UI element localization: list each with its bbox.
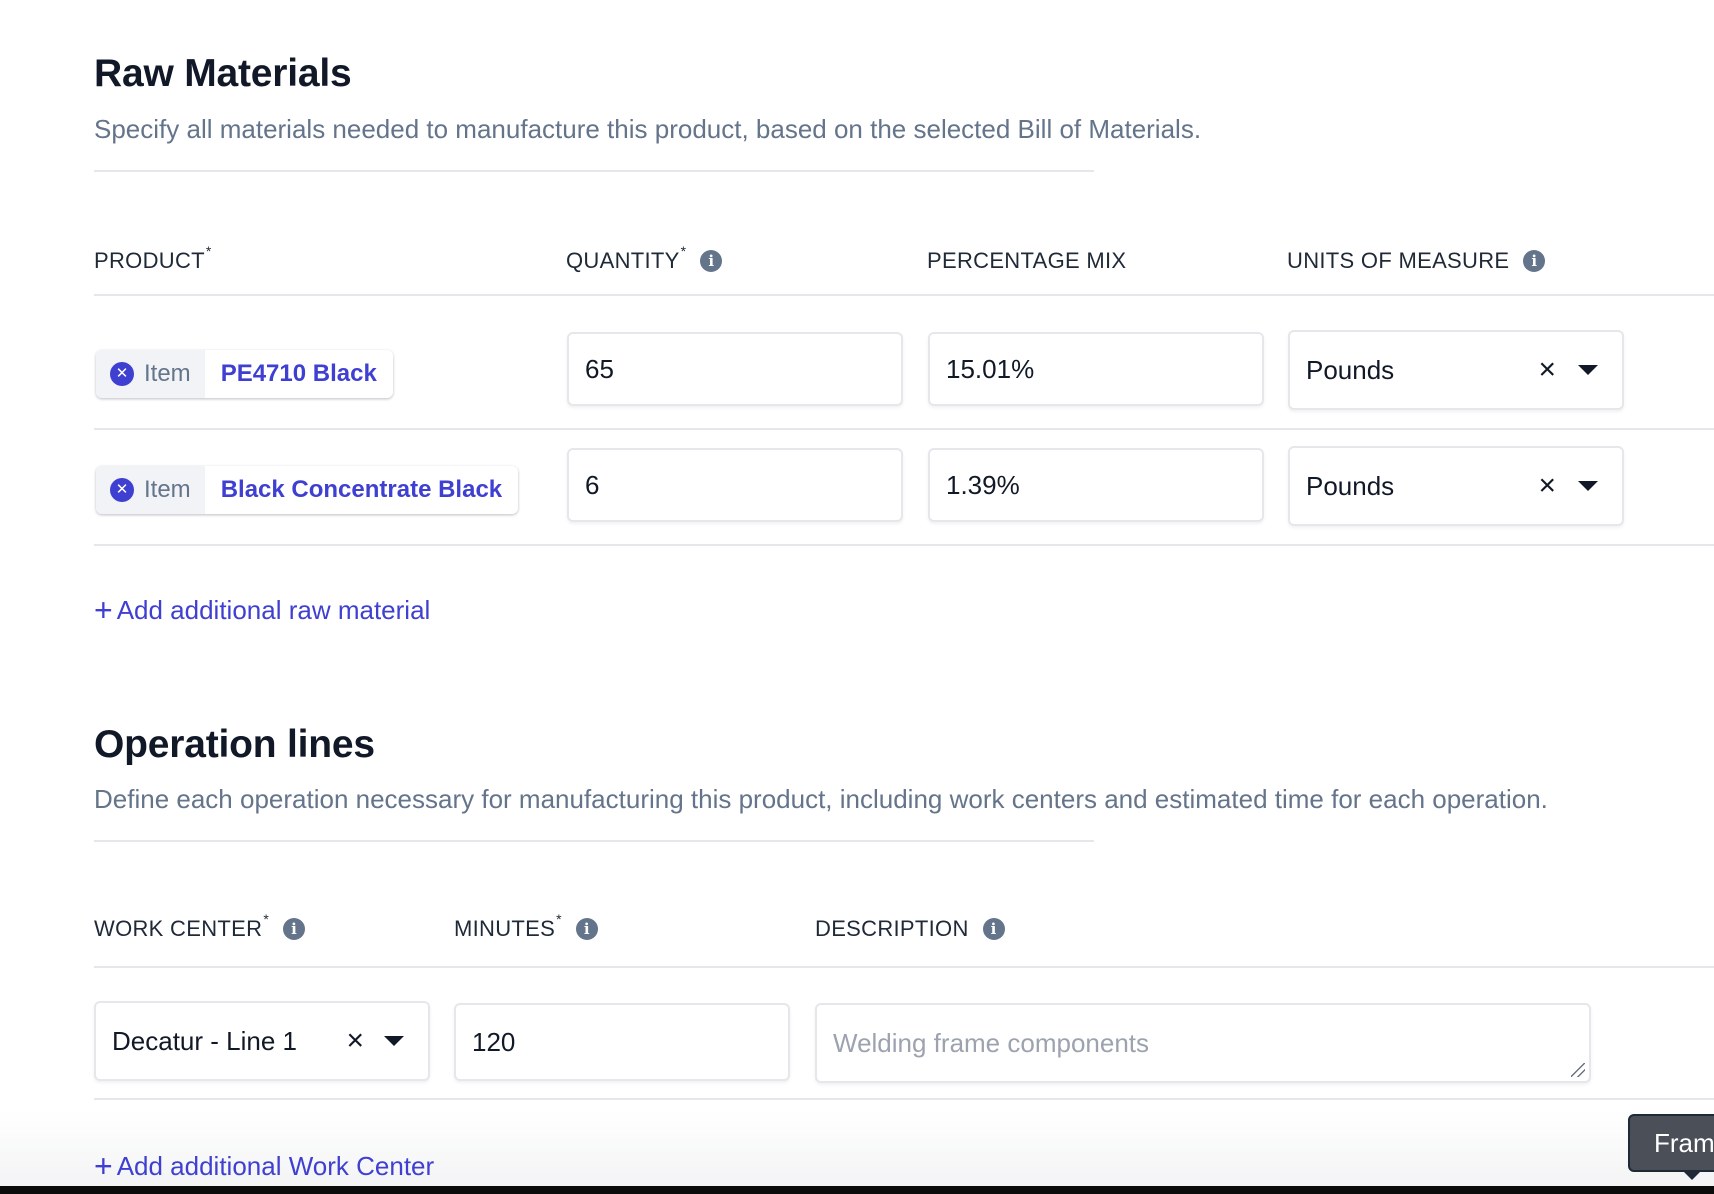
raw-materials-description: Specify all materials needed to manufact… bbox=[94, 114, 1202, 144]
col-header-description: DESCRIPTION i bbox=[815, 914, 1005, 944]
product-link[interactable]: Black Concentrate Black bbox=[220, 476, 503, 503]
col-header-units-label: UNITS OF MEASURE bbox=[1287, 248, 1510, 273]
add-work-center-button[interactable]: + Add additional Work Center bbox=[94, 1146, 434, 1186]
tooltip-tail bbox=[1682, 1170, 1702, 1180]
clear-x-icon[interactable]: × bbox=[346, 1024, 364, 1057]
work-center-select[interactable]: Decatur - Line 1 × bbox=[94, 1001, 430, 1081]
col-header-product-label: PRODUCT bbox=[94, 248, 205, 273]
add-raw-material-button[interactable]: + Add additional raw material bbox=[94, 590, 430, 630]
remove-circle-icon[interactable]: ✕ bbox=[110, 478, 134, 502]
quantity-input[interactable]: 65 bbox=[567, 332, 903, 406]
table-header-divider bbox=[94, 966, 1714, 968]
chip-kind-label: Item bbox=[144, 476, 191, 503]
description-placeholder: Welding frame components bbox=[833, 1027, 1150, 1058]
product-chip-kind: ✕ Item bbox=[96, 466, 205, 514]
col-header-percentage-mix: PERCENTAGE MIX bbox=[927, 246, 1126, 276]
quantity-value: 65 bbox=[585, 353, 614, 384]
col-header-product: PRODUCT * bbox=[94, 243, 212, 276]
table-header-divider bbox=[94, 294, 1714, 296]
units-select[interactable]: Pounds × bbox=[1288, 330, 1624, 410]
units-select[interactable]: Pounds × bbox=[1288, 446, 1624, 526]
required-mark: * bbox=[680, 243, 687, 259]
table-row-divider bbox=[94, 428, 1714, 430]
table-row-divider bbox=[94, 1098, 1714, 1100]
section-divider bbox=[94, 170, 1094, 172]
units-value: Pounds bbox=[1306, 470, 1395, 501]
units-value: Pounds bbox=[1306, 354, 1395, 385]
add-work-center-label: Add additional Work Center bbox=[116, 1150, 435, 1181]
plus-icon: + bbox=[94, 1147, 113, 1184]
col-header-units-of-measure: UNITS OF MEASURE i bbox=[1287, 246, 1546, 276]
col-header-quantity: QUANTITY * i bbox=[566, 243, 723, 276]
clear-x-icon[interactable]: × bbox=[1538, 469, 1556, 502]
description-textarea[interactable]: Welding frame components bbox=[815, 1003, 1591, 1083]
percentage-value: 15.01% bbox=[946, 353, 1035, 384]
add-raw-material-label: Add additional raw material bbox=[116, 594, 431, 625]
required-mark: * bbox=[556, 911, 562, 927]
tooltip: Frame bbox=[1628, 1114, 1714, 1172]
col-header-work-center-label: WORK CENTER bbox=[94, 916, 263, 941]
product-chip-kind: ✕ Item bbox=[96, 350, 205, 398]
info-icon[interactable]: i bbox=[982, 918, 1005, 940]
resize-grip-icon[interactable] bbox=[1571, 1063, 1585, 1077]
operation-lines-description: Define each operation necessary for manu… bbox=[94, 784, 1548, 814]
caret-down-icon[interactable] bbox=[384, 1036, 404, 1046]
percentage-value: 1.39% bbox=[946, 469, 1020, 500]
minutes-value: 120 bbox=[472, 1026, 516, 1057]
section-divider bbox=[94, 840, 1094, 842]
product-chip[interactable]: ✕ Item PE4710 Black bbox=[96, 350, 393, 398]
caret-down-icon[interactable] bbox=[1578, 481, 1598, 491]
info-icon[interactable]: i bbox=[575, 918, 598, 940]
required-mark: * bbox=[205, 243, 212, 259]
col-header-work-center: WORK CENTER * i bbox=[94, 911, 306, 944]
clear-x-icon[interactable]: × bbox=[1538, 353, 1556, 386]
chip-kind-label: Item bbox=[144, 360, 191, 387]
col-header-quantity-label: QUANTITY bbox=[566, 248, 680, 273]
info-icon[interactable]: i bbox=[700, 250, 723, 272]
plus-icon: + bbox=[94, 591, 113, 628]
quantity-value: 6 bbox=[585, 469, 600, 500]
raw-materials-title: Raw Materials bbox=[94, 52, 352, 95]
percentage-mix-input[interactable]: 1.39% bbox=[928, 448, 1264, 522]
quantity-input[interactable]: 6 bbox=[567, 448, 903, 522]
product-link[interactable]: PE4710 Black bbox=[220, 360, 377, 387]
table-row-divider bbox=[94, 544, 1714, 546]
operation-lines-title: Operation lines bbox=[94, 723, 375, 766]
col-header-minutes-label: MINUTES bbox=[454, 916, 556, 941]
percentage-mix-input[interactable]: 15.01% bbox=[928, 332, 1264, 406]
window-bottom-border bbox=[0, 1186, 1714, 1194]
remove-circle-icon[interactable]: ✕ bbox=[110, 362, 134, 386]
product-chip[interactable]: ✕ Item Black Concentrate Black bbox=[96, 466, 519, 514]
work-center-value: Decatur - Line 1 bbox=[112, 1025, 297, 1056]
col-header-description-label: DESCRIPTION bbox=[815, 916, 969, 941]
info-icon[interactable]: i bbox=[1523, 250, 1546, 272]
info-icon[interactable]: i bbox=[283, 918, 306, 940]
minutes-input[interactable]: 120 bbox=[454, 1003, 790, 1081]
caret-down-icon[interactable] bbox=[1578, 365, 1598, 375]
col-header-minutes: MINUTES * i bbox=[454, 911, 598, 944]
required-mark: * bbox=[263, 911, 270, 927]
col-header-percentage-label: PERCENTAGE MIX bbox=[927, 248, 1127, 273]
